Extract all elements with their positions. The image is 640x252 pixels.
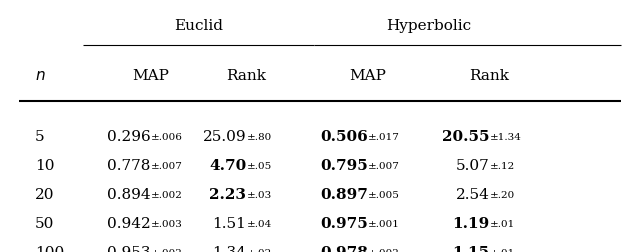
Text: ±.12: ±.12 [490,162,515,171]
Text: Euclid: Euclid [174,19,223,34]
Text: 0.795: 0.795 [320,159,368,173]
Text: 50: 50 [35,217,54,231]
Text: ±.002: ±.002 [150,191,182,200]
Text: 2.23: 2.23 [209,188,246,202]
Text: 0.296: 0.296 [107,130,150,144]
Text: 0.975: 0.975 [320,217,368,231]
Text: ±.005: ±.005 [368,191,400,200]
Text: 100: 100 [35,246,65,252]
Text: Hyperbolic: Hyperbolic [386,19,472,34]
Text: 20.55: 20.55 [442,130,490,144]
Text: ±.017: ±.017 [368,133,400,142]
Text: 0.978: 0.978 [320,246,368,252]
Text: ±.01: ±.01 [490,220,515,229]
Text: ±.02: ±.02 [246,249,271,252]
Text: 1.51: 1.51 [212,217,246,231]
Text: ±.03: ±.03 [246,191,271,200]
Text: 1.15: 1.15 [452,246,490,252]
Text: ±1.34: ±1.34 [490,133,522,142]
Text: 0.778: 0.778 [107,159,150,173]
Text: 5: 5 [35,130,45,144]
Text: 2.54: 2.54 [456,188,490,202]
Text: 10: 10 [35,159,54,173]
Text: ±.003: ±.003 [150,220,182,229]
Text: ±.001: ±.001 [368,220,400,229]
Text: 0.897: 0.897 [320,188,368,202]
Text: ±.002: ±.002 [150,249,182,252]
Text: 0.942: 0.942 [107,217,150,231]
Text: ±.002: ±.002 [368,249,400,252]
Text: ±.04: ±.04 [246,220,271,229]
Text: 25.09: 25.09 [203,130,246,144]
Text: Rank: Rank [470,69,509,83]
Text: 5.07: 5.07 [456,159,490,173]
Text: ±.007: ±.007 [150,162,182,171]
Text: ±.80: ±.80 [246,133,271,142]
Text: ±.01: ±.01 [490,249,515,252]
Text: $n$: $n$ [35,69,46,83]
Text: 0.506: 0.506 [320,130,368,144]
Text: 1.19: 1.19 [452,217,490,231]
Text: MAP: MAP [132,69,169,83]
Text: 1.34: 1.34 [212,246,246,252]
Text: 4.70: 4.70 [209,159,246,173]
Text: 0.953: 0.953 [107,246,150,252]
Text: 20: 20 [35,188,54,202]
Text: MAP: MAP [349,69,387,83]
Text: ±.05: ±.05 [246,162,271,171]
Text: ±.20: ±.20 [490,191,515,200]
Text: ±.006: ±.006 [150,133,182,142]
Text: Rank: Rank [227,69,266,83]
Text: ±.007: ±.007 [368,162,400,171]
Text: 0.894: 0.894 [107,188,150,202]
